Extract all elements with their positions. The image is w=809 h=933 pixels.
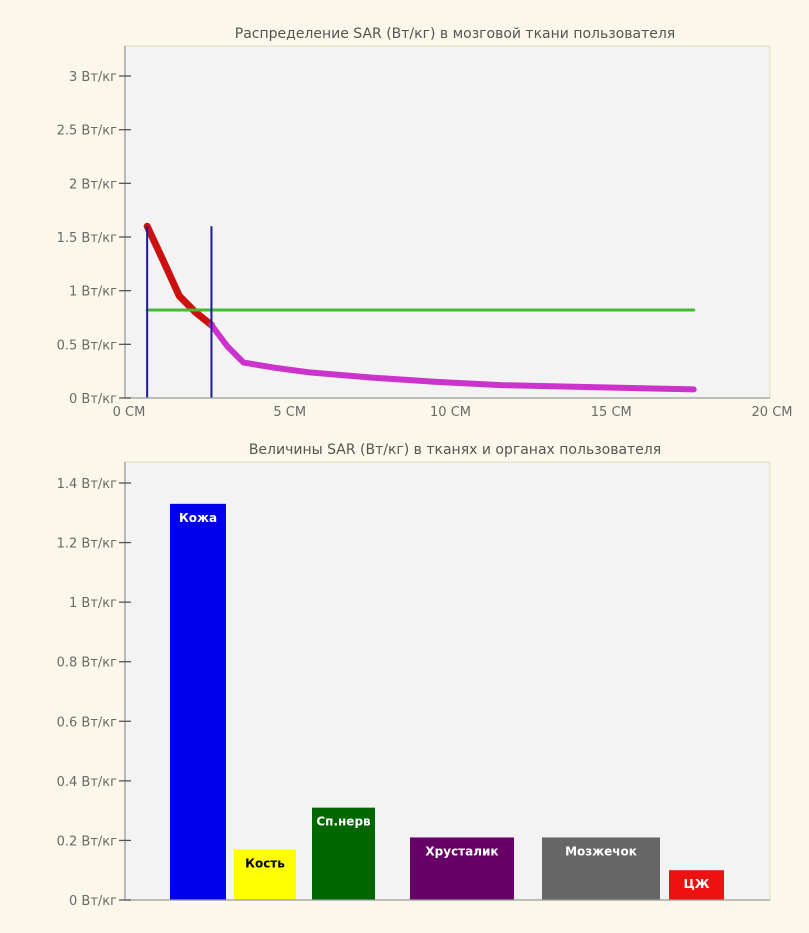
y-tick-label: 1.4 Вт/кг [57, 477, 118, 492]
chart-title: Распределение SAR (Вт/кг) в мозговой тка… [235, 26, 675, 42]
y-tick-label: 0 Вт/кг [69, 894, 117, 909]
bar-label: Мозжечок [565, 844, 637, 858]
bar-1 [170, 503, 226, 900]
sar-tissue-bar-chart: Величины SAR (Вт/кг) в тканях и органах … [57, 442, 771, 909]
y-tick-label: 0 Вт/кг [69, 392, 117, 407]
series-line-magenta [208, 322, 697, 393]
chart-title: Величины SAR (Вт/кг) в тканях и органах … [249, 442, 661, 458]
y-tick-label: 1 Вт/кг [69, 285, 117, 300]
y-tick-label: 1 Вт/кг [69, 596, 117, 611]
y-tick-label: 0.2 Вт/кг [57, 834, 118, 849]
y-tick-label: 1.2 Вт/кг [57, 537, 118, 552]
plot-area [124, 45, 771, 399]
x-tick-label: 20 СМ [752, 405, 793, 420]
y-tick-label: 1.5 Вт/кг [57, 231, 118, 246]
bar-5 [542, 837, 660, 900]
bar-4 [410, 837, 514, 900]
x-tick-label: 0 СМ [113, 405, 146, 420]
bar-label: Сп.нерв [316, 815, 371, 829]
bar-2 [234, 849, 296, 900]
bar-label: Кожа [179, 511, 217, 525]
y-tick-label: 0.4 Вт/кг [57, 775, 118, 790]
x-tick-label: 10 СМ [430, 405, 471, 420]
y-tick-label: 0.6 Вт/кг [57, 715, 118, 730]
x-tick-label: 5 СМ [273, 405, 306, 420]
plot-area [124, 461, 771, 901]
bar-3 [312, 807, 375, 900]
bar-6 [669, 870, 724, 900]
series-line-red [143, 222, 215, 329]
bar-label: Хрусталик [425, 844, 498, 858]
bar-label: Кость [245, 856, 285, 870]
bar-label: ЦЖ [684, 877, 710, 891]
y-tick-label: 2.5 Вт/кг [57, 124, 118, 139]
x-tick-label: 15 СМ [591, 405, 632, 420]
y-tick-label: 3 Вт/кг [69, 70, 117, 85]
sar-distribution-chart: Распределение SAR (Вт/кг) в мозговой тка… [57, 26, 793, 420]
y-tick-label: 0.8 Вт/кг [57, 656, 118, 671]
y-tick-label: 0.5 Вт/кг [57, 338, 118, 353]
y-tick-label: 2 Вт/кг [69, 177, 117, 192]
